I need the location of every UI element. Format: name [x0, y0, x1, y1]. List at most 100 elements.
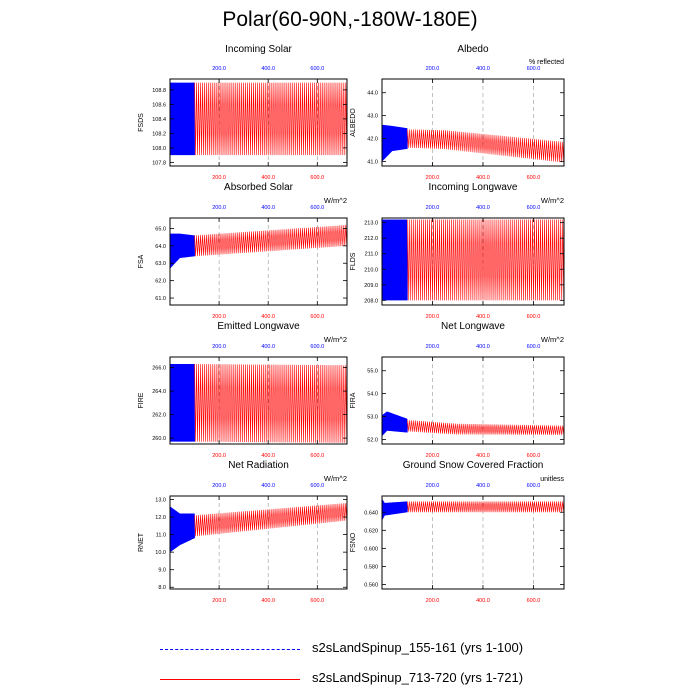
- plot-frame: [381, 356, 565, 445]
- x-tick-label-top: 600.0: [310, 205, 324, 211]
- y-tick-label: 62.0: [155, 279, 166, 285]
- y-tick-label: 41.0: [367, 159, 378, 165]
- y-tick-label: 260.0: [152, 436, 166, 442]
- series-line-1: [170, 82, 195, 156]
- y-tick-label: 8.0: [158, 585, 166, 591]
- x-tick-label-bottom: 600.0: [310, 175, 324, 181]
- x-tick-label-bottom: 600.0: [527, 453, 541, 459]
- y-tick-label: 54.0: [367, 392, 378, 398]
- y-tick-label: 43.0: [367, 114, 378, 120]
- y-tick-label: 108.2: [152, 131, 166, 137]
- units-label: unitless: [540, 476, 564, 483]
- legend-label-2: s2sLandSpinup_713-720 (yrs 1-721): [312, 670, 524, 685]
- x-tick-label-top: 400.0: [476, 66, 490, 72]
- x-tick-label-bottom: 400.0: [476, 453, 490, 459]
- panel-title: Incoming Longwave: [429, 182, 518, 193]
- y-tick-label: 262.0: [152, 413, 166, 419]
- panel-fsa: 61.0 62.0 63.0 64.0 65.0 200.0 200.0 400.0 400.0…: [138, 182, 348, 320]
- plot-area: [382, 499, 564, 520]
- y-tick-label: 0.580: [364, 564, 378, 570]
- y-tick-label: 42.0: [367, 137, 378, 143]
- series-line-1: [170, 233, 195, 268]
- x-tick-label-bottom: 200.0: [212, 598, 226, 604]
- series-line-2: [194, 82, 347, 156]
- x-tick-label-top: 200.0: [212, 483, 226, 489]
- x-tick-label-top: 400.0: [261, 344, 275, 350]
- units-label: W/m^2: [324, 196, 347, 205]
- y-tick-label: 211.0: [365, 252, 378, 258]
- plot-frame: [169, 217, 348, 306]
- series-line-1: [170, 506, 195, 552]
- x-tick-label-bottom: 400.0: [261, 598, 275, 604]
- y-tick-label: 65.0: [155, 226, 166, 232]
- x-tick-label-top: 400.0: [476, 205, 490, 211]
- x-tick-label-bottom: 200.0: [426, 598, 440, 604]
- y-tick-label: 0.620: [364, 528, 378, 534]
- y-tick-label: 107.8: [152, 160, 166, 166]
- y-tick-label: 264.0: [152, 389, 166, 395]
- x-tick-label-bottom: 200.0: [212, 453, 226, 459]
- x-tick-label-top: 200.0: [212, 205, 226, 211]
- y-axis-label: FSDS: [138, 113, 145, 132]
- y-tick-label: 213.0: [364, 221, 378, 227]
- y-axis-label: ALBEDO: [350, 108, 357, 137]
- y-tick-label: 209.0: [364, 283, 378, 289]
- panel-title: Absorbed Solar: [224, 182, 294, 193]
- y-tick-label: 12.0: [155, 515, 166, 521]
- panel-albedo: 41.0 42.0 43.0 44.0 200.0 200.0 400.0 400.0 600.…: [350, 44, 565, 181]
- panel-rnet: 8.0 9.0 10.0 11.0 12.0 13.0 200.0 200.0 400.0 400…: [138, 460, 348, 604]
- x-tick-label-top: 200.0: [212, 66, 226, 72]
- x-tick-label-top: 600.0: [527, 344, 541, 350]
- y-tick-label: 108.4: [152, 117, 166, 123]
- legend-swatch-dashed: [160, 649, 300, 650]
- plot-frame: [381, 495, 565, 590]
- x-tick-label-bottom: 600.0: [527, 598, 541, 604]
- panel-fsds: 107.8 108.0 108.2 108.4 108.6 108.8 200.0 200.0…: [138, 44, 348, 181]
- x-tick-label-bottom: 400.0: [476, 175, 490, 181]
- y-tick-label: 10.0: [155, 550, 166, 556]
- series-line-2: [194, 225, 347, 257]
- y-tick-label: 0.600: [364, 546, 378, 552]
- plot-area: [170, 225, 347, 268]
- plot-area: [170, 82, 347, 156]
- x-tick-label-top: 200.0: [426, 205, 440, 211]
- series-line-2: [406, 419, 564, 435]
- plot-area: [382, 411, 564, 436]
- series-line-1: [382, 219, 408, 301]
- x-tick-label-top: 400.0: [261, 205, 275, 211]
- series-line-2: [406, 129, 564, 163]
- y-axis-label: FLDS: [350, 252, 357, 270]
- series-line-1: [170, 364, 195, 442]
- x-tick-label-bottom: 600.0: [527, 314, 541, 320]
- panel-title: Albedo: [457, 44, 489, 55]
- y-tick-label: 53.0: [367, 415, 378, 421]
- x-tick-label-top: 200.0: [426, 483, 440, 489]
- units-label: % reflected: [529, 59, 564, 66]
- y-tick-label: 0.560: [364, 582, 378, 588]
- units-label: W/m^2: [541, 196, 564, 205]
- x-tick-label-bottom: 400.0: [476, 598, 490, 604]
- plot-area: [382, 124, 564, 163]
- y-axis-label: FIRA: [350, 392, 357, 408]
- x-tick-label-bottom: 400.0: [261, 175, 275, 181]
- y-tick-label: 52.0: [367, 437, 378, 443]
- x-tick-label-bottom: 200.0: [426, 175, 440, 181]
- series-line-1: [382, 124, 408, 161]
- panel-title: Incoming Solar: [225, 44, 292, 55]
- x-tick-label-bottom: 600.0: [310, 598, 324, 604]
- y-tick-label: 11.0: [156, 533, 166, 539]
- plot-frame: [169, 356, 348, 445]
- x-tick-label-bottom: 600.0: [310, 453, 324, 459]
- x-tick-label-top: 600.0: [310, 66, 324, 72]
- x-tick-label-top: 600.0: [527, 66, 541, 72]
- y-axis-label: FIRE: [138, 392, 145, 408]
- y-tick-label: 108.0: [152, 146, 166, 152]
- plot-frame: [381, 78, 565, 167]
- x-tick-label-top: 200.0: [426, 66, 440, 72]
- y-tick-label: 0.640: [364, 510, 378, 516]
- x-tick-label-top: 600.0: [310, 483, 324, 489]
- panel-fsno: 0.560 0.580 0.600 0.620 0.640 200.0 200.0 400.0…: [350, 460, 565, 604]
- y-tick-label: 13.0: [155, 498, 166, 504]
- x-tick-label-bottom: 600.0: [527, 175, 541, 181]
